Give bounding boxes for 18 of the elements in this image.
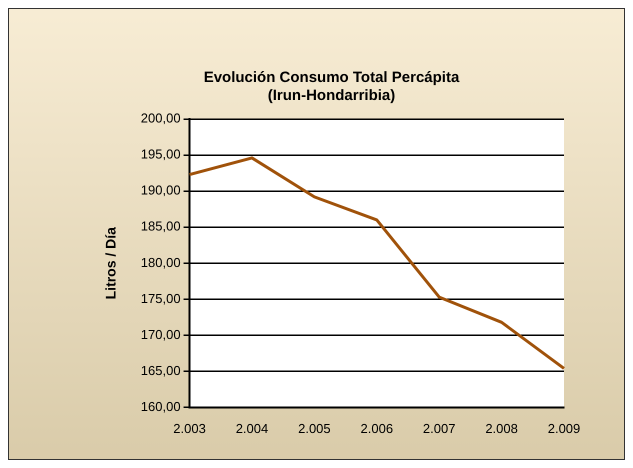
y-tick-label: 165,00	[140, 362, 181, 378]
x-tick-label: 2.008	[485, 420, 518, 436]
y-tick-label: 195,00	[140, 146, 181, 162]
y-tick-label: 190,00	[140, 182, 181, 198]
y-axis-title: Litros / Día	[102, 226, 118, 300]
x-tick-label: 2.004	[236, 420, 268, 436]
y-tick-label: 160,00	[140, 398, 181, 414]
y-tick-label: 200,00	[140, 110, 181, 126]
x-tick-label: 2.005	[298, 420, 331, 436]
y-tick-label: 175,00	[140, 290, 181, 306]
y-tick-label: 170,00	[140, 326, 181, 342]
x-tick-label: 2.007	[422, 420, 456, 436]
x-tick-label: 2.009	[548, 420, 580, 436]
chart-title: Evolución Consumo Total Percápita (Irun-Hondarribia)	[204, 69, 460, 104]
y-tick-label: 185,00	[140, 218, 181, 234]
x-tick-label: 2.003	[173, 420, 206, 436]
x-tick-label: 2.006	[360, 420, 394, 436]
y-tick-label: 180,00	[140, 254, 181, 270]
